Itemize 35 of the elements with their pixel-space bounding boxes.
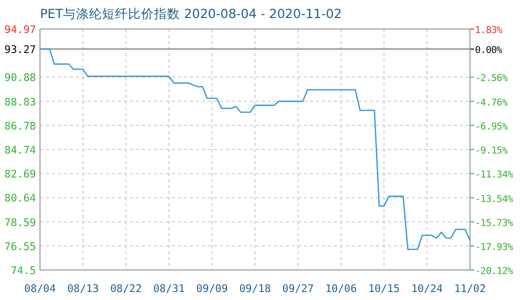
y-tick-label: 90.88 — [4, 72, 36, 84]
y2-tick-label: -13.54% — [475, 194, 514, 205]
y2-tick-label: -6.95% — [475, 121, 508, 132]
y2-tick-label: 1.83% — [475, 25, 503, 36]
y-tick-label: 93.27 — [4, 44, 36, 56]
x-tick-label: 08/04 — [24, 283, 56, 295]
x-tick-label: 09/09 — [196, 283, 228, 295]
x-tick-label: 09/27 — [282, 283, 314, 295]
x-tick-label: 08/31 — [153, 283, 185, 295]
y2-tick-label: -2.56% — [475, 73, 508, 84]
y2-tick-label: -4.76% — [475, 97, 508, 108]
y-tick-label: 76.55 — [4, 240, 36, 253]
y-tick-label: 80.64 — [4, 192, 36, 205]
x-tick-label: 10/06 — [325, 283, 357, 295]
y-tick-label: 84.74 — [4, 144, 36, 156]
y-tick-label: 88.83 — [4, 96, 36, 108]
chart-title: PET与涤纶短纤比价指数 2020-08-04 - 2020-11-02 — [40, 6, 342, 21]
y-tick-label: 78.59 — [4, 216, 36, 229]
y2-tick-label: 0.00% — [475, 45, 503, 56]
line-series — [39, 48, 471, 250]
x-tick-label: 11/02 — [454, 283, 486, 295]
y-tick-label: 74.5 — [10, 265, 36, 277]
y-tick-label: 86.78 — [4, 120, 36, 132]
y-tick-label: 94.97 — [4, 24, 36, 36]
x-tick-label: 08/22 — [110, 283, 142, 295]
y2-tick-label: -20.12% — [475, 266, 514, 277]
y2-tick-label: -9.15% — [475, 146, 508, 157]
x-tick-label: 10/15 — [368, 283, 400, 295]
y2-tick-label: -17.93% — [475, 242, 514, 253]
x-tick-label: 08/13 — [67, 283, 99, 295]
x-tick-label: 10/24 — [411, 283, 443, 295]
x-tick-label: 09/18 — [239, 283, 271, 295]
y2-tick-label: -15.73% — [475, 218, 514, 229]
y2-tick-label: -11.34% — [475, 170, 514, 181]
y-tick-label: 82.69 — [4, 168, 36, 181]
